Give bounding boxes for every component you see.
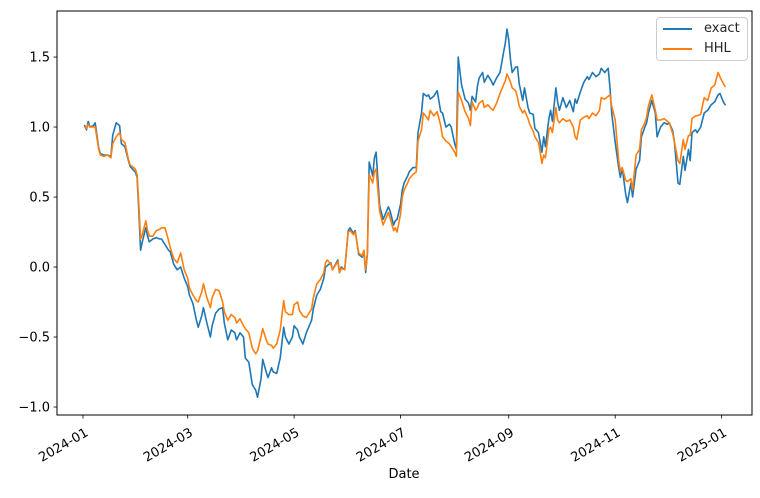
y-tick-label: 1.0 [29, 121, 50, 136]
legend-label-hhl: HHL [704, 41, 731, 56]
legend: exact HHL [656, 17, 748, 61]
x-tick-label: 2024-09 [462, 425, 517, 465]
y-tick-label: −1.0 [18, 401, 50, 416]
legend-item-exact: exact [663, 19, 741, 39]
legend-line-hhl-icon [663, 48, 692, 50]
y-tick-label: 0.0 [29, 261, 50, 276]
series-line-exact [83, 28, 726, 399]
x-tick-label: 2024-05 [248, 425, 303, 465]
legend-label-exact: exact [704, 21, 740, 36]
x-tick-label: 2024-11 [569, 425, 624, 465]
x-tick-label: 2025-01 [675, 425, 730, 465]
x-tick-label: 2024-03 [141, 425, 196, 465]
legend-item-hhl: HHL [663, 39, 741, 59]
x-tick-label: 2024-01 [36, 425, 91, 465]
plot-border [56, 10, 753, 416]
y-tick-label: 0.5 [29, 191, 50, 206]
y-tick-label: 1.5 [29, 51, 50, 66]
x-tick-label: 2024-07 [354, 425, 409, 465]
series-line-hhl [83, 71, 726, 355]
y-tick-label: −0.5 [18, 331, 50, 346]
x-axis-label: Date [388, 467, 420, 482]
legend-line-exact-icon [663, 28, 692, 30]
